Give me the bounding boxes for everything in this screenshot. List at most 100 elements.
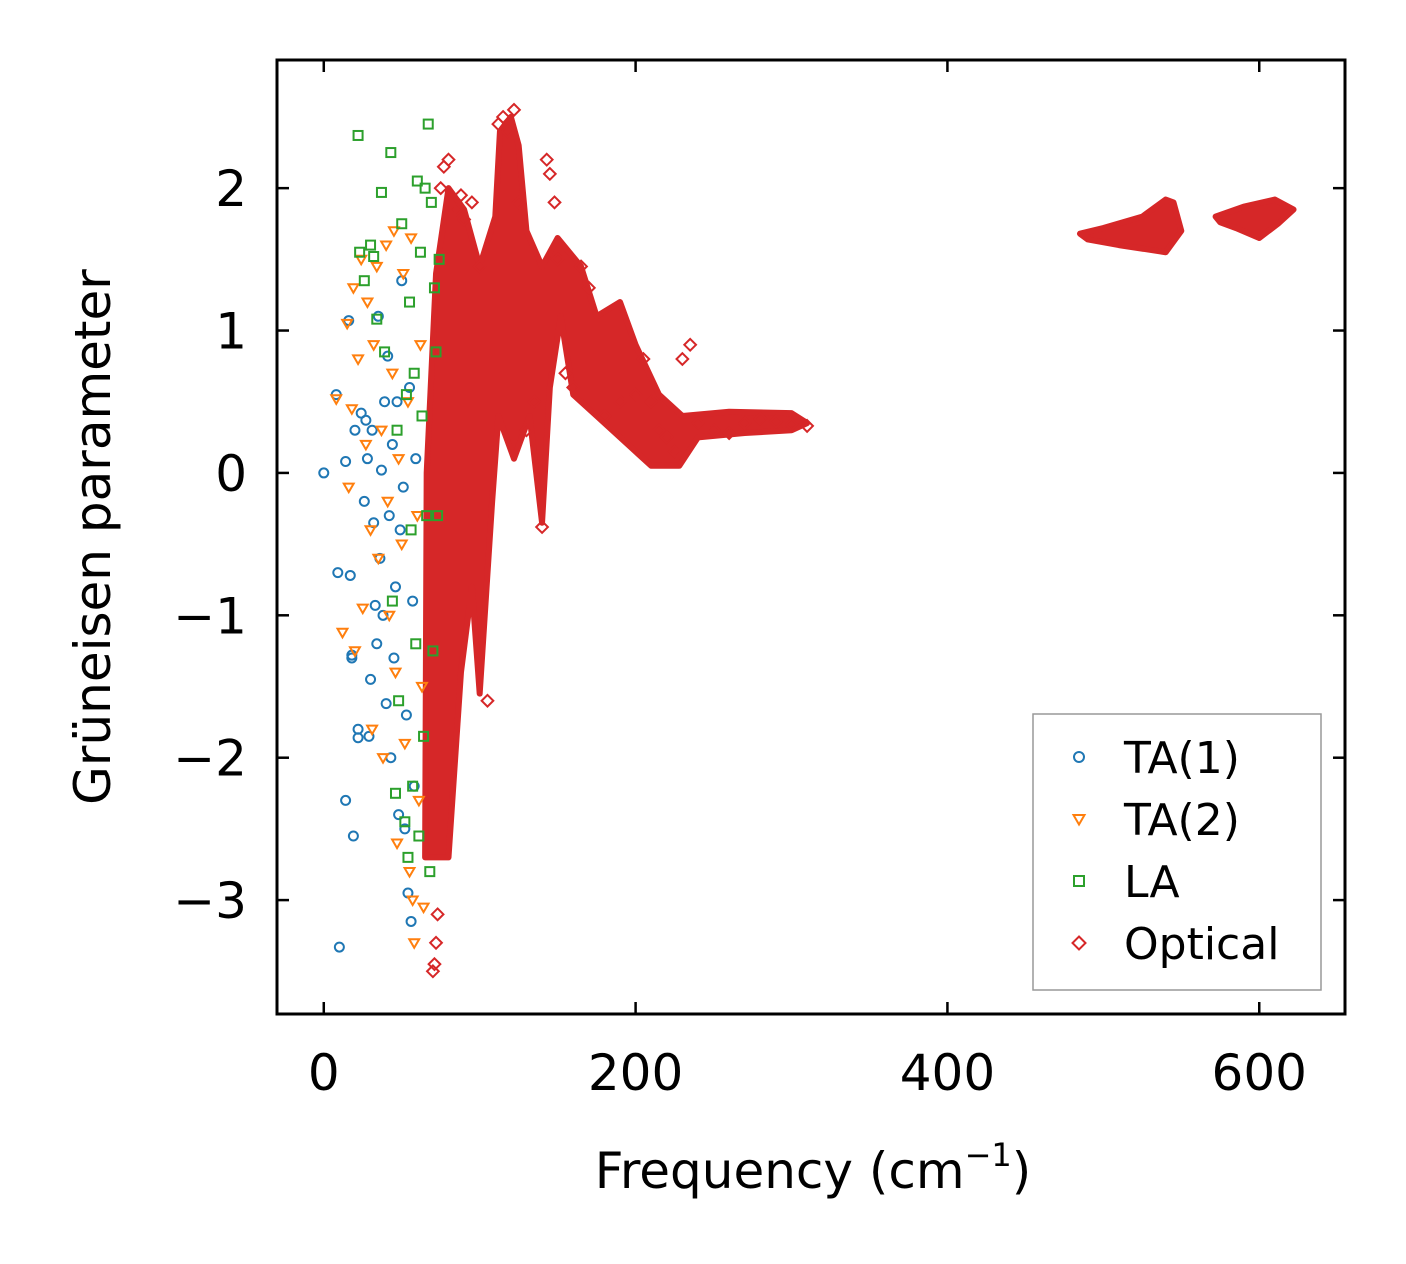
point-la xyxy=(407,780,419,792)
point-ta2 xyxy=(374,425,389,438)
point-ta1 xyxy=(380,698,392,710)
point-ta2 xyxy=(398,738,412,751)
point-optical xyxy=(526,394,542,409)
point-ta1 xyxy=(352,732,364,744)
point-ta1 xyxy=(383,510,395,522)
x-tick-label: 600 xyxy=(1212,1044,1307,1102)
point-optical xyxy=(667,444,682,459)
legend-marker-optical xyxy=(1071,935,1087,951)
point-optical xyxy=(573,259,589,274)
y-tick-label: −2 xyxy=(173,730,247,788)
y-tick-label: −1 xyxy=(173,587,247,645)
point-la xyxy=(422,118,434,130)
point-la xyxy=(399,816,411,828)
point-ta2 xyxy=(371,553,386,566)
point-ta1 xyxy=(333,941,345,953)
point-ta1 xyxy=(358,495,370,507)
point-la xyxy=(411,175,423,187)
point-ta2 xyxy=(365,724,379,737)
point-optical xyxy=(472,259,487,274)
point-ta2 xyxy=(381,496,395,509)
point-optical xyxy=(534,519,550,535)
point-ta1 xyxy=(393,809,405,821)
point-la xyxy=(410,638,422,650)
point-optical xyxy=(449,202,464,217)
point-ta2 xyxy=(396,268,410,281)
point-ta2 xyxy=(405,895,420,908)
legend-label: LA xyxy=(1124,857,1180,908)
y-axis-label: Grüneisen parameter xyxy=(64,269,122,805)
point-la xyxy=(405,524,417,536)
point-la xyxy=(424,866,436,878)
point-ta2 xyxy=(356,603,370,616)
point-ta2 xyxy=(370,261,384,274)
point-optical xyxy=(456,212,472,227)
point-la xyxy=(404,296,416,308)
optical-density-region xyxy=(422,113,811,861)
point-optical xyxy=(558,365,573,381)
point-ta2 xyxy=(391,454,406,466)
point-ta1 xyxy=(372,310,384,322)
point-la xyxy=(416,410,428,422)
point-ta1 xyxy=(371,638,383,650)
point-la xyxy=(428,282,440,294)
point-la xyxy=(414,246,426,258)
point-ta2 xyxy=(366,340,381,352)
point-ta1 xyxy=(404,381,416,393)
point-la xyxy=(375,186,387,198)
point-optical xyxy=(453,188,469,203)
point-ta1 xyxy=(360,414,372,426)
point-optical xyxy=(428,935,444,951)
x-tick-label: 200 xyxy=(588,1044,683,1102)
point-optical xyxy=(651,422,667,438)
point-optical xyxy=(581,280,597,296)
point-optical xyxy=(659,430,675,445)
point-la xyxy=(365,239,377,251)
point-ta2 xyxy=(410,511,425,523)
point-optical xyxy=(784,417,799,432)
optical-density-region xyxy=(1076,196,1185,256)
point-ta1 xyxy=(363,730,375,742)
plot-frame xyxy=(275,58,1347,1016)
point-ta1 xyxy=(405,915,417,927)
point-optical xyxy=(425,964,441,979)
point-ta1 xyxy=(340,794,352,806)
point-ta2 xyxy=(402,867,417,879)
point-optical xyxy=(643,394,659,409)
point-optical xyxy=(612,394,628,409)
point-la xyxy=(386,595,398,607)
point-ta1 xyxy=(344,569,356,581)
point-la xyxy=(413,830,425,842)
point-la xyxy=(400,389,412,401)
y-tick-label: 1 xyxy=(215,303,247,361)
y-tick-label: 2 xyxy=(215,160,247,218)
density-layer xyxy=(422,113,1297,861)
point-la xyxy=(368,250,380,262)
point-ta2 xyxy=(360,297,375,310)
x-axis-label-end: ) xyxy=(1012,1142,1032,1200)
point-la xyxy=(396,218,408,230)
point-la xyxy=(419,182,431,194)
point-ta2 xyxy=(412,795,426,808)
point-la xyxy=(421,510,433,522)
point-ta2 xyxy=(382,610,396,623)
point-ta1 xyxy=(389,581,401,593)
point-ta1 xyxy=(366,424,378,436)
point-la xyxy=(425,196,437,208)
point-ta2 xyxy=(407,938,421,950)
point-ta2 xyxy=(404,233,418,245)
point-optical xyxy=(565,380,581,395)
point-optical xyxy=(597,408,612,424)
point-ta2 xyxy=(359,439,373,452)
x-tick-label: 400 xyxy=(900,1044,995,1102)
legend-box xyxy=(1032,713,1322,991)
point-ta2 xyxy=(379,240,393,253)
point-ta1 xyxy=(410,453,422,465)
point-la xyxy=(432,510,444,522)
point-ta2 xyxy=(415,681,429,694)
point-optical xyxy=(628,387,643,402)
point-la xyxy=(354,246,366,258)
point-optical xyxy=(550,252,565,267)
point-la xyxy=(358,275,370,287)
legend-label: TA(2) xyxy=(1123,795,1240,846)
